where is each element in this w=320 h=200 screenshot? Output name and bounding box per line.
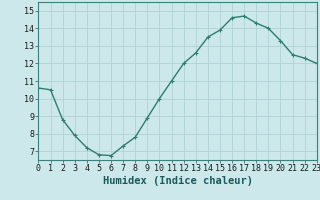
X-axis label: Humidex (Indice chaleur): Humidex (Indice chaleur) — [103, 176, 252, 186]
